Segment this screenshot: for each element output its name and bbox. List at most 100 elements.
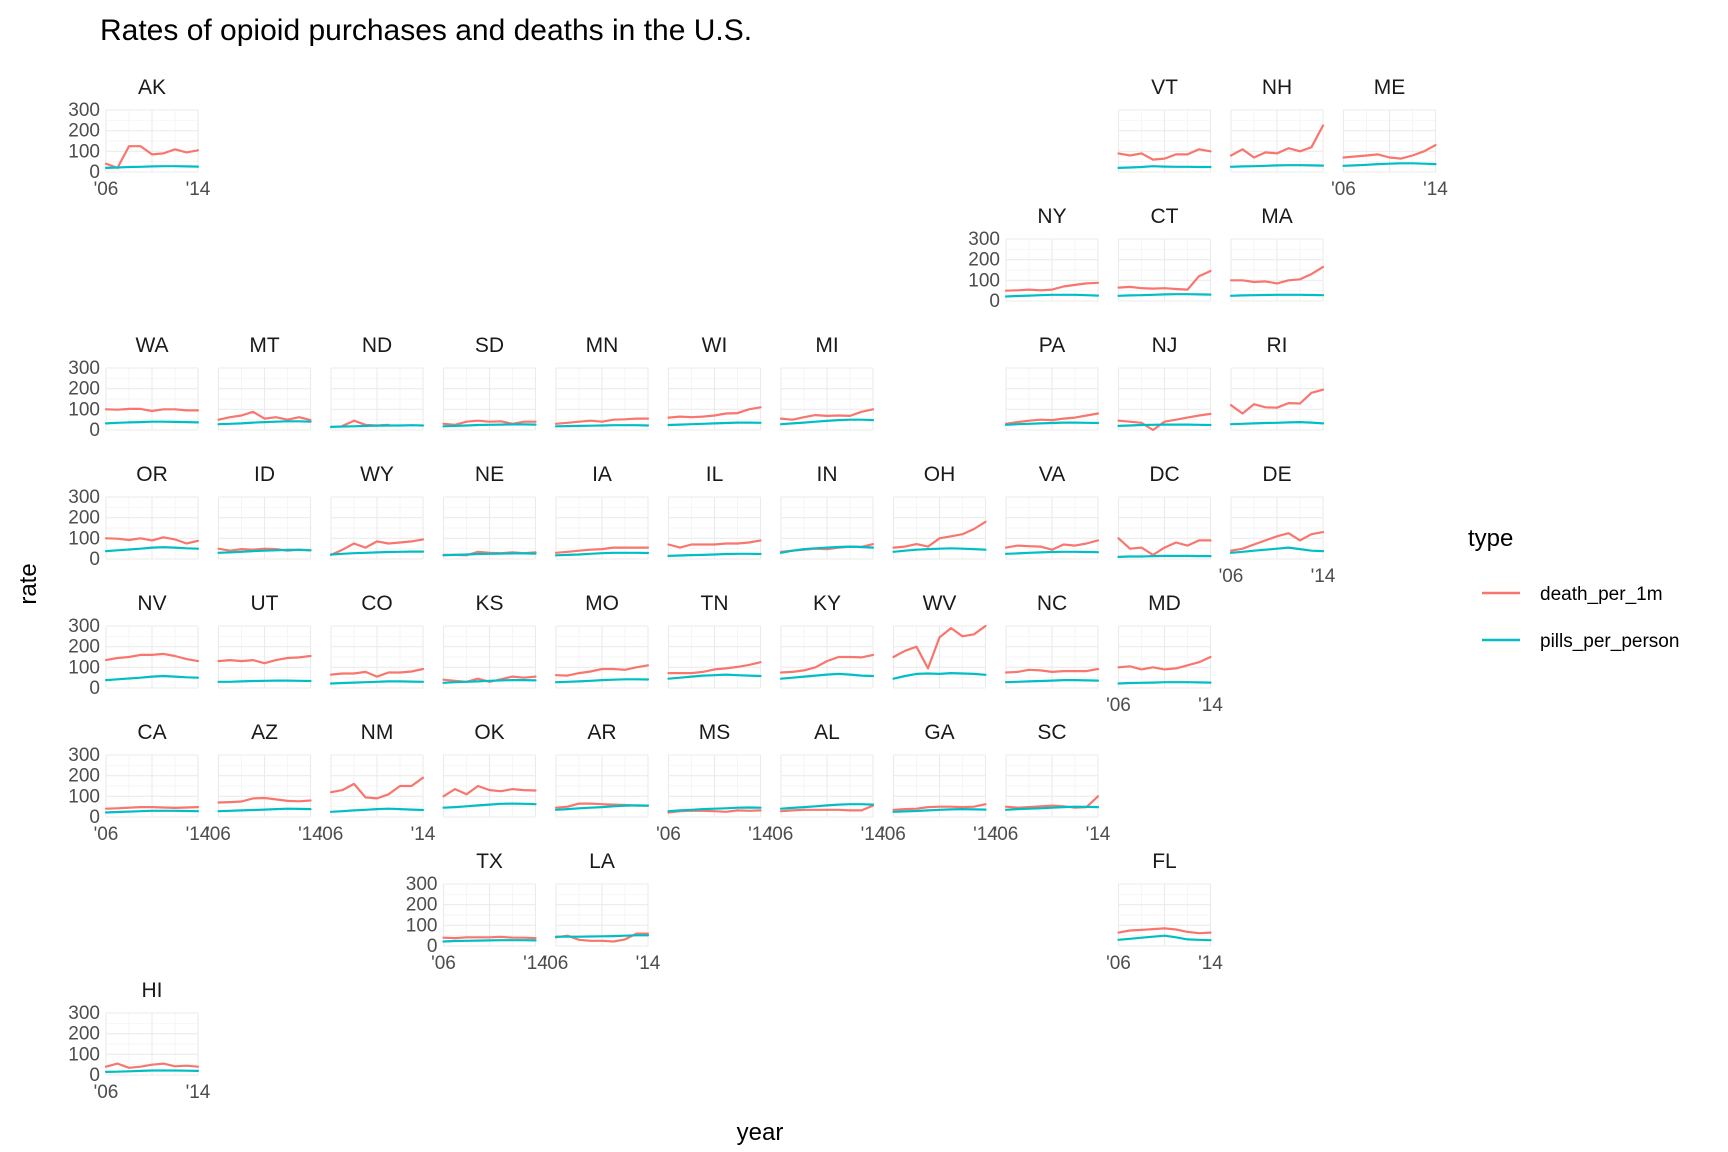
facet-strip-label: KY — [813, 592, 841, 615]
y-tick-label: 100 — [68, 528, 100, 549]
series-line-pills-per-person — [1229, 421, 1325, 426]
facet-strip-label: MN — [586, 334, 619, 357]
series-line-pills-per-person — [779, 672, 875, 680]
series-line-pills-per-person — [329, 424, 425, 428]
series-line-death-per-1m — [329, 538, 425, 557]
facet-strip-label: MO — [585, 592, 619, 615]
series-line-pills-per-person — [217, 548, 312, 554]
series-line-death-per-1m — [1229, 530, 1325, 552]
facet-strip-label: AK — [138, 76, 166, 99]
series-line-pills-per-person — [442, 552, 537, 557]
facet-strip-label: OH — [924, 463, 956, 486]
series-line-death-per-1m — [554, 417, 650, 425]
facet-panel-vt: VT — [1117, 76, 1212, 173]
series-line-death-per-1m — [1117, 412, 1212, 432]
series-line-pills-per-person — [104, 546, 200, 553]
y-tick-label: 100 — [68, 1044, 100, 1065]
series-line-pills-per-person — [554, 934, 650, 938]
series-line-pills-per-person — [442, 678, 537, 684]
x-tick-label: '06 — [881, 824, 906, 845]
series-line-death-per-1m — [104, 145, 200, 169]
facet-strip-label: CA — [137, 721, 166, 744]
facet-strip-label: TX — [476, 850, 503, 873]
facet-strip-label: CT — [1151, 205, 1179, 228]
series-line-pills-per-person — [667, 673, 762, 680]
series-line-pills-per-person — [892, 807, 987, 813]
facet-strip-label: CO — [361, 592, 393, 615]
legend-label: pills_per_person — [1540, 631, 1679, 652]
y-tick-label: 0 — [89, 678, 100, 699]
x-tick-label: '14 — [1311, 566, 1336, 587]
facet-panel-ar: AR — [554, 721, 650, 818]
series-line-pills-per-person — [442, 939, 537, 943]
series-line-death-per-1m — [329, 776, 425, 800]
legend-title: type — [1468, 525, 1513, 552]
facet-panel-mn: MN — [554, 334, 650, 431]
series-line-death-per-1m — [1229, 265, 1325, 285]
x-tick-label: '06 — [1331, 179, 1356, 200]
series-line-death-per-1m — [104, 536, 200, 545]
facet-panel-va: VA — [1004, 463, 1100, 560]
facet-panel-ma: MA — [1229, 205, 1325, 302]
series-line-pills-per-person — [1117, 423, 1212, 427]
series-line-pills-per-person — [892, 547, 987, 553]
facet-panel-fl: FL '06 '14 — [1106, 850, 1223, 974]
series-line-pills-per-person — [779, 803, 875, 810]
facet-panel-id: ID — [217, 463, 312, 560]
series-line-pills-per-person — [1004, 421, 1100, 426]
chart-title: Rates of opioid purchases and deaths in … — [100, 14, 752, 47]
series-line-death-per-1m — [442, 935, 537, 940]
y-tick-label: 0 — [427, 936, 438, 957]
facet-panel-in: IN — [779, 463, 875, 560]
series-line-death-per-1m — [779, 804, 875, 813]
facet-panel-ga: GA '06 '14 — [881, 721, 998, 845]
facet-panel-me: ME '06 '14 — [1331, 76, 1448, 200]
x-tick-label: '06 — [94, 1082, 119, 1103]
series-line-death-per-1m — [1004, 667, 1100, 674]
facet-panel-wv: WV — [892, 592, 987, 689]
y-tick-label: 300 — [68, 487, 100, 508]
facet-strip-label: NC — [1037, 592, 1067, 615]
series-line-death-per-1m — [667, 406, 762, 419]
x-tick-label: '14 — [1198, 695, 1223, 716]
series-line-death-per-1m — [1117, 655, 1212, 671]
series-line-death-per-1m — [329, 667, 425, 678]
facet-strip-label: AZ — [251, 721, 278, 744]
series-line-pills-per-person — [329, 680, 425, 685]
series-line-pills-per-person — [892, 671, 987, 680]
facet-strip-label: WY — [360, 463, 394, 486]
facet-strip-label: NE — [475, 463, 504, 486]
series-line-death-per-1m — [442, 419, 537, 426]
x-tick-label: '06 — [319, 824, 344, 845]
series-line-death-per-1m — [1117, 927, 1212, 935]
x-tick-label: '14 — [523, 953, 548, 974]
facet-strip-label: LA — [589, 850, 615, 873]
y-tick-label: 100 — [68, 141, 100, 162]
x-tick-label: '14 — [636, 953, 661, 974]
series-line-pills-per-person — [1117, 934, 1212, 942]
facet-strip-label: ND — [362, 334, 392, 357]
series-line-death-per-1m — [554, 546, 650, 554]
facet-strip-label: VA — [1039, 463, 1065, 486]
facet-strip-label: DC — [1149, 463, 1179, 486]
facet-strip-label: PA — [1039, 334, 1065, 357]
series-line-pills-per-person — [1117, 165, 1212, 169]
facet-panel-sd: SD — [442, 334, 537, 431]
x-tick-label: '14 — [1423, 179, 1448, 200]
facet-panel-dc: DC — [1117, 463, 1212, 560]
series-line-pills-per-person — [779, 545, 875, 554]
facet-panel-il: IL — [667, 463, 762, 560]
facet-panel-la: LA '06 '14 — [544, 850, 661, 974]
facet-strip-label: MI — [815, 334, 838, 357]
x-tick-label: '14 — [298, 824, 323, 845]
facet-strip-label: TN — [701, 592, 729, 615]
x-tick-label: '06 — [1219, 566, 1244, 587]
y-tick-label: 300 — [68, 745, 100, 766]
